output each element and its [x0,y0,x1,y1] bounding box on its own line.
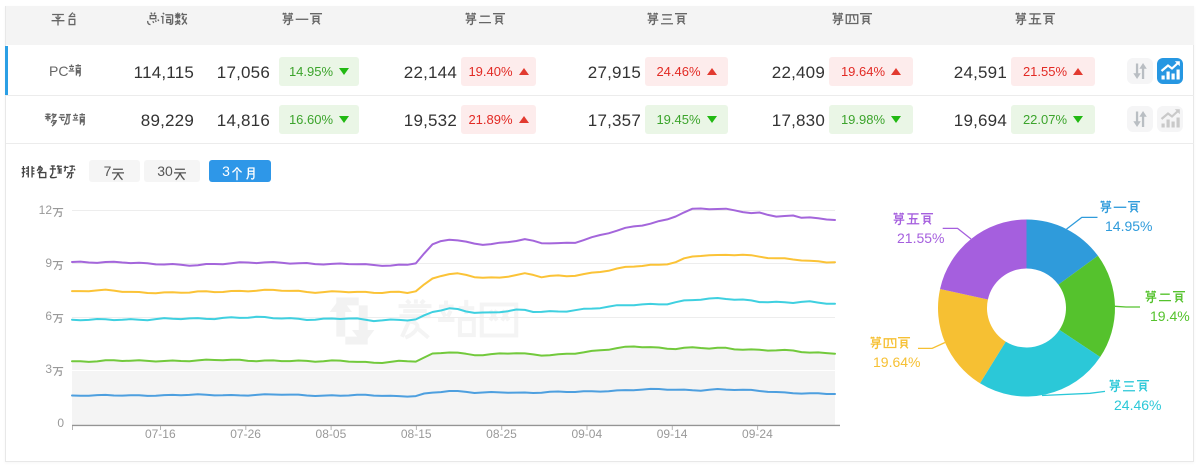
svg-text:08-05: 08-05 [316,427,347,441]
svg-text:09-04: 09-04 [571,427,602,441]
svg-text:08-15: 08-15 [401,427,432,441]
svg-text:07-26: 07-26 [230,427,261,441]
svg-text:08-25: 08-25 [486,427,517,441]
svg-text:09-14: 09-14 [657,427,688,441]
svg-text:09-24: 09-24 [742,427,773,441]
svg-text:07-16: 07-16 [145,427,176,441]
